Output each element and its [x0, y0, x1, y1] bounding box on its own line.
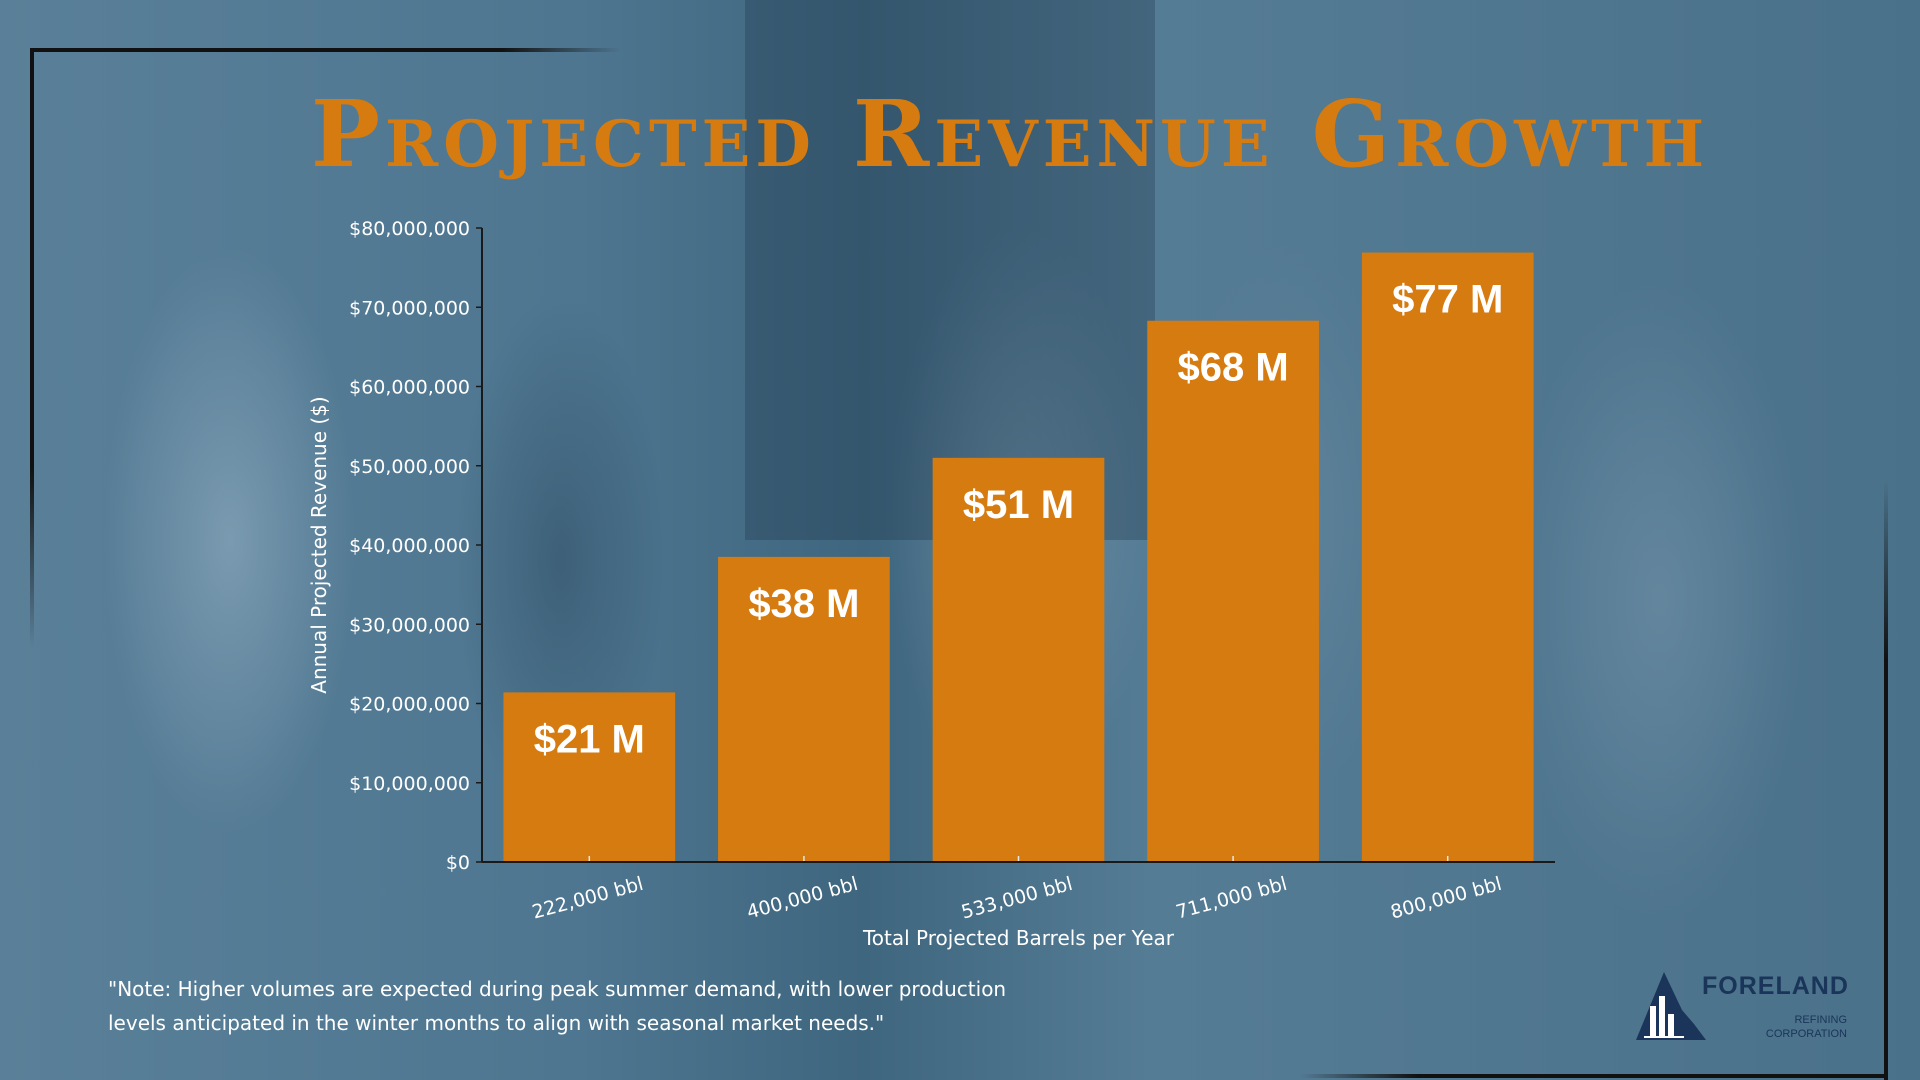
bar-data-label: $51 M	[963, 483, 1074, 527]
bar-group: $21 M $38 M $51 M $68 M $77 M	[503, 252, 1534, 862]
bar	[503, 692, 676, 862]
y-tick-label: $10,000,000	[349, 773, 470, 795]
y-tick-label: $40,000,000	[349, 535, 470, 557]
bar	[1147, 320, 1319, 862]
x-tick-label: 800,000 bbl	[1388, 873, 1504, 924]
y-tick-label: $50,000,000	[349, 456, 470, 478]
bar-data-label: $38 M	[748, 582, 859, 626]
frame-right-line	[1884, 480, 1888, 1080]
frame-left-line	[30, 48, 34, 648]
chart-title: Projected Revenue Growth	[310, 80, 1710, 188]
x-tick-label: 400,000 bbl	[744, 873, 860, 924]
frame-top-line	[30, 48, 620, 52]
x-tick-label: 222,000 bbl	[530, 873, 646, 924]
y-tick-label: $30,000,000	[349, 614, 470, 636]
bar-data-label: $77 M	[1392, 278, 1503, 322]
logo-line-1: REFINING	[1794, 1014, 1847, 1026]
y-axis-ticks: $0 $10,000,000 $20,000,000 $30,000,000 $40,0…	[349, 218, 482, 874]
refinery-mountain-icon	[1636, 972, 1706, 1040]
bar	[718, 556, 890, 862]
x-axis-ticks: 222,000 bbl 400,000 bbl 533,000 bbl 711,000…	[530, 856, 1504, 924]
frame-bottom-line	[1300, 1074, 1888, 1078]
x-tick-label: 533,000 bbl	[959, 873, 1075, 924]
logo-name: FORELAND	[1702, 972, 1849, 1000]
bar-data-label: $68 M	[1178, 346, 1289, 390]
y-axis-title: Annual Projected Revenue ($)	[307, 396, 331, 693]
y-tick-label: $70,000,000	[349, 297, 470, 319]
x-axis-title: Total Projected Barrels per Year	[862, 926, 1175, 950]
footnote: "Note: Higher volumes are expected durin…	[108, 977, 1007, 1035]
logo-line-2: CORPORATION	[1765, 1028, 1847, 1040]
y-tick-label: $20,000,000	[349, 694, 470, 716]
x-tick-label: 711,000 bbl	[1174, 873, 1290, 924]
y-tick-label: $80,000,000	[349, 218, 470, 240]
y-tick-label: $60,000,000	[349, 377, 470, 399]
y-tick-label: $0	[446, 852, 470, 874]
background-doorway	[745, 0, 1155, 540]
bar-data-label: $21 M	[534, 717, 645, 761]
company-logo: FORELAND REFINING CORPORATION	[1636, 970, 1851, 1042]
bar	[1361, 252, 1534, 862]
bar	[932, 457, 1105, 862]
